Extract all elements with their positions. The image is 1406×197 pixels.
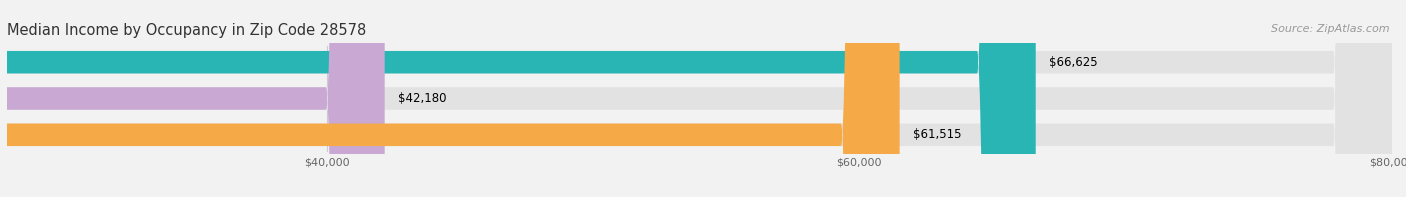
FancyBboxPatch shape [0,0,1036,197]
Text: $42,180: $42,180 [398,92,447,105]
Text: Source: ZipAtlas.com: Source: ZipAtlas.com [1271,24,1389,34]
Text: Median Income by Occupancy in Zip Code 28578: Median Income by Occupancy in Zip Code 2… [7,23,367,38]
FancyBboxPatch shape [0,0,385,197]
Text: $61,515: $61,515 [912,128,962,141]
FancyBboxPatch shape [0,0,900,197]
Text: $66,625: $66,625 [1049,56,1098,69]
